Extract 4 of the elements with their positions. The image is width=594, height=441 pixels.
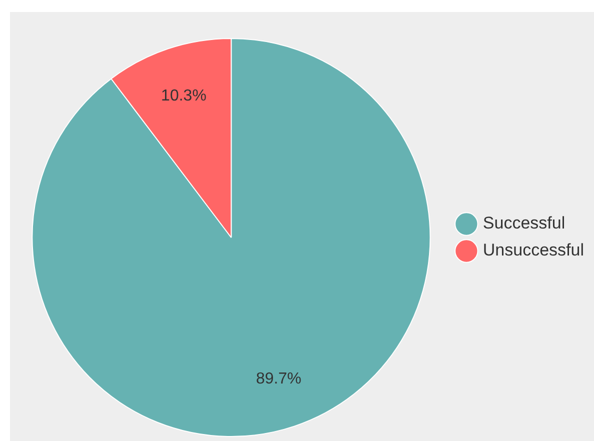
data-label: 89.7% — [256, 370, 302, 388]
legend-label: Successful — [482, 214, 566, 233]
data-label: 10.3% — [161, 87, 206, 104]
legend-label: Unsuccessful — [482, 240, 584, 260]
